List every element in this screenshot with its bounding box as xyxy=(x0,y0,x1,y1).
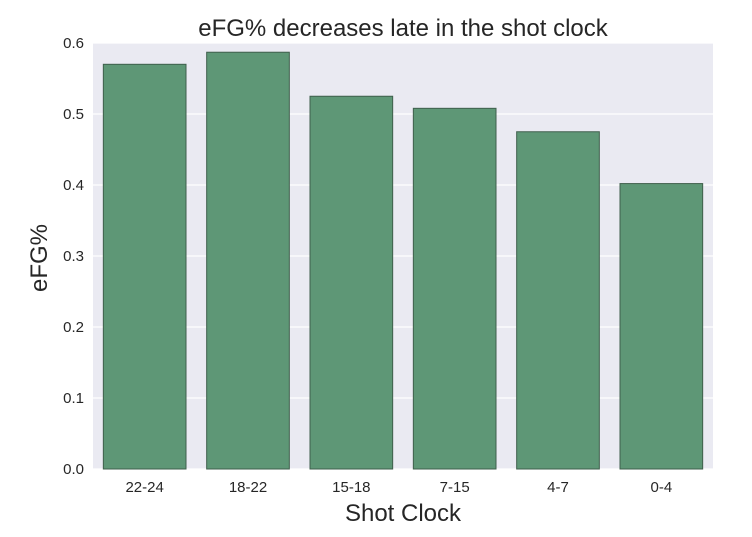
y-tick-label: 0.4 xyxy=(63,177,84,194)
gridlines xyxy=(93,42,713,470)
bar-0-4 xyxy=(619,183,704,470)
y-tick-labels: 0.0 0.1 0.2 0.3 0.4 0.5 0.6 xyxy=(63,35,84,478)
bar-22-24 xyxy=(102,63,187,470)
chart-title: eFG% decreases late in the shot clock xyxy=(198,15,609,42)
y-tick-label: 0.2 xyxy=(63,319,84,336)
x-axis-label: Shot Clock xyxy=(345,500,462,527)
bar-18-22 xyxy=(206,51,290,470)
x-tick-label: 22-24 xyxy=(125,479,163,496)
y-tick-label: 0.0 xyxy=(63,461,84,478)
y-tick-label: 0.6 xyxy=(63,35,84,52)
x-tick-label: 7-15 xyxy=(440,479,470,496)
bars xyxy=(102,51,704,470)
x-tick-label: 4-7 xyxy=(547,479,569,496)
y-tick-label: 0.5 xyxy=(63,106,84,123)
x-tick-labels: 22-24 18-22 15-18 7-15 4-7 0-4 xyxy=(125,479,672,496)
y-tick-label: 0.1 xyxy=(63,390,84,407)
y-axis-label: eFG% xyxy=(26,224,53,292)
y-tick-label: 0.3 xyxy=(63,248,84,265)
x-tick-label: 15-18 xyxy=(332,479,370,496)
bar-15-18 xyxy=(309,95,394,470)
x-tick-label: 0-4 xyxy=(650,479,672,496)
bar-4-7 xyxy=(516,131,600,470)
bar-7-15 xyxy=(412,107,497,470)
x-tick-label: 18-22 xyxy=(229,479,267,496)
